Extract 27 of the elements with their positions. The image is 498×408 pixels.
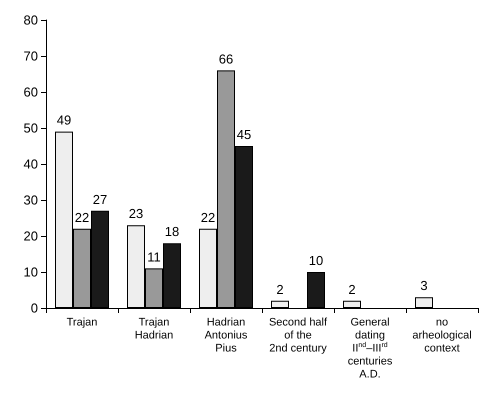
data-label: 27 <box>92 192 108 207</box>
x-tick-label: Hadrian Antonius Pius <box>204 316 248 354</box>
y-tick-label: 60 <box>24 84 38 100</box>
data-label: 22 <box>200 210 216 225</box>
data-label: 2 <box>348 282 356 297</box>
x-tick-label: Trajan Hadrian <box>134 316 174 342</box>
y-tick-label: 0 <box>30 300 38 316</box>
x-tick-label: no arheological context <box>412 316 472 354</box>
y-tick-label: 70 <box>24 48 38 64</box>
x-tick-label: Trajan <box>66 316 98 328</box>
y-tick-label: 20 <box>24 228 38 244</box>
data-label: 45 <box>236 127 252 142</box>
data-label: 2 <box>276 282 284 297</box>
y-tick-label: 50 <box>24 120 38 136</box>
y-tick-label: 40 <box>24 156 38 172</box>
data-label: 49 <box>56 112 72 128</box>
y-tick-label: 10 <box>24 264 38 280</box>
data-label: 22 <box>74 210 90 225</box>
x-tick-label: Second half of the 2nd century <box>268 316 328 354</box>
data-label: 10 <box>308 253 324 268</box>
data-label: 11 <box>147 249 161 264</box>
data-label: 66 <box>218 51 234 66</box>
data-label: 18 <box>164 224 180 240</box>
data-label: 3 <box>420 278 428 294</box>
y-tick-label: 30 <box>24 192 38 208</box>
data-label: 23 <box>128 206 144 222</box>
y-tick-label: 80 <box>24 12 38 28</box>
